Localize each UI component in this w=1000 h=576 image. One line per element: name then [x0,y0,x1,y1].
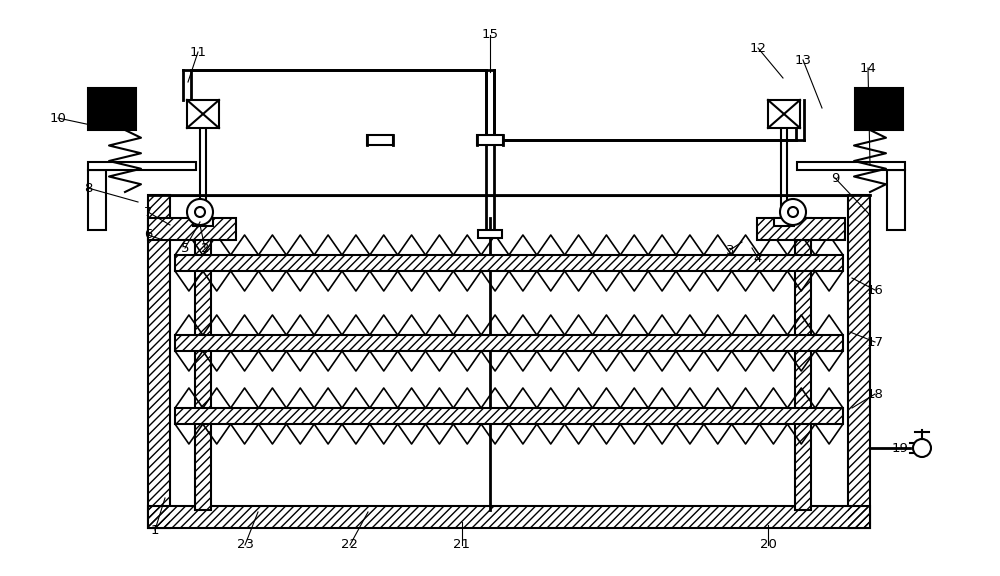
Text: 17: 17 [866,335,884,348]
Bar [774,218,794,226]
Text: 14: 14 [860,62,876,74]
Text: 16: 16 [867,283,883,297]
Text: 10: 10 [50,112,66,124]
Text: 21: 21 [454,539,471,551]
Bar [768,100,800,128]
Text: 13: 13 [794,54,812,66]
Bar [175,255,843,271]
Bar [148,506,870,528]
Bar [855,88,903,130]
Bar [367,135,393,145]
Text: 1: 1 [151,524,159,536]
Bar [175,335,843,351]
Text: 20: 20 [760,539,776,551]
Text: 23: 23 [237,539,254,551]
Bar [148,506,870,528]
Bar [148,195,170,528]
Text: 8: 8 [84,181,92,195]
Bar [175,408,843,424]
Text: 7: 7 [144,206,152,218]
Bar [757,218,845,240]
Bar [193,218,213,226]
Bar [187,100,219,128]
Bar [148,218,236,240]
Circle shape [780,199,806,225]
Text: 9: 9 [831,172,839,184]
Bar [887,170,905,230]
Bar [88,170,106,230]
Text: 22: 22 [342,539,358,551]
Bar [195,218,211,510]
Bar [848,195,870,528]
Bar [757,218,845,240]
Bar [88,88,136,130]
Bar [175,255,843,271]
Bar [148,195,170,528]
Circle shape [788,207,798,217]
Bar [195,218,211,510]
Circle shape [187,199,213,225]
Text: 6: 6 [144,229,152,241]
Bar [175,335,843,351]
Bar [175,408,843,424]
Bar [148,218,236,240]
Text: 12: 12 [750,41,767,55]
Circle shape [913,439,931,457]
Text: 3: 3 [726,244,734,256]
Text: 4: 4 [754,252,762,264]
Text: 15: 15 [482,28,498,41]
Text: 2: 2 [201,241,209,255]
Circle shape [195,207,205,217]
Bar [795,218,811,510]
Bar [88,162,196,170]
Bar [478,230,502,238]
Bar [797,162,905,170]
Bar [848,195,870,528]
Bar [477,135,503,145]
Bar [795,218,811,510]
Text: 5: 5 [181,241,189,255]
Text: 11: 11 [190,46,207,59]
Text: 18: 18 [867,388,883,400]
Text: 19: 19 [892,441,908,454]
